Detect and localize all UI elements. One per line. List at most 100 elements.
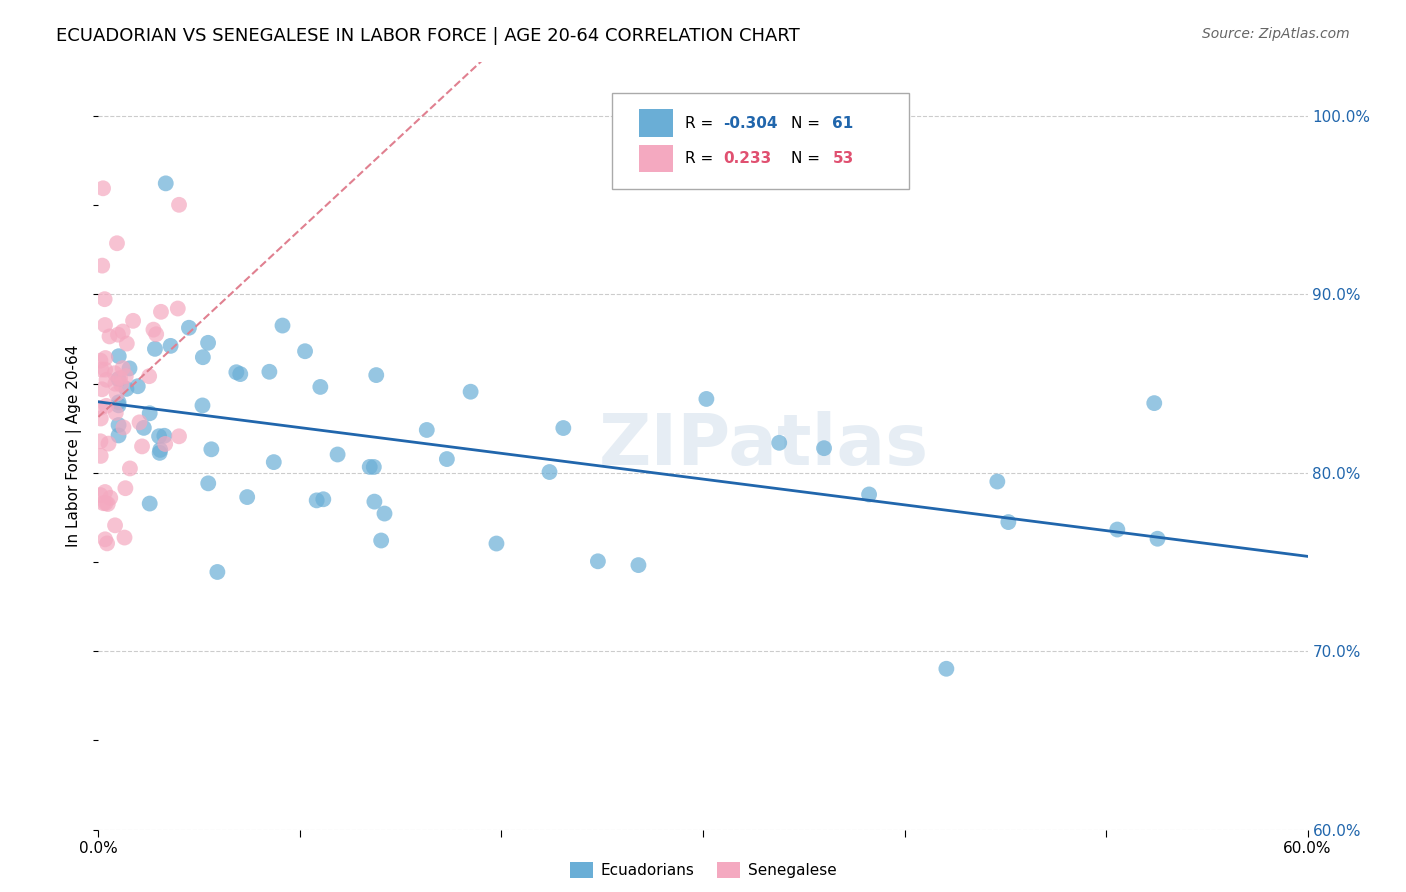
Point [112,420,135,434]
Point [359,459,381,474]
Point [128,415,150,429]
Point [110,377,132,392]
Point [94,485,117,500]
Point [768,435,790,450]
Point [309,380,332,394]
Point [111,325,134,339]
Point [96,373,118,387]
Point [138,369,160,384]
Point [935,662,957,676]
Point [89,434,111,449]
Point [114,369,136,384]
Point [191,350,214,364]
Text: R =: R = [685,116,718,130]
Point [373,507,395,521]
Point [90,362,112,376]
Point [200,442,222,457]
Point [236,490,259,504]
Point [197,476,219,491]
Point [553,421,575,435]
Point [207,565,229,579]
Point [263,455,285,469]
Point [191,399,214,413]
Point [305,493,328,508]
Point [363,460,385,475]
Point [363,494,385,508]
Legend: Ecuadorians, Senegalese: Ecuadorians, Senegalese [564,856,842,884]
Point [460,384,482,399]
Point [167,429,190,443]
Point [104,406,127,420]
Point [138,497,160,511]
Point [485,536,508,550]
Point [89,353,111,368]
Point [586,554,609,568]
Point [153,429,176,443]
Point [115,382,138,396]
Point [294,344,316,359]
Point [538,465,561,479]
Text: R =: R = [685,151,723,166]
Point [149,305,172,319]
Point [98,491,121,505]
Point [149,446,172,460]
Point [118,361,141,376]
Point [138,406,160,420]
Point [145,327,167,342]
Point [94,362,117,376]
Point [167,198,190,212]
Point [159,339,181,353]
Point [107,395,129,409]
Point [326,448,349,462]
Point [98,329,121,343]
Point [91,259,114,273]
Point [986,475,1008,489]
Point [94,496,117,510]
Point [271,318,294,333]
Point [90,411,112,425]
Point [1146,532,1168,546]
Point [114,531,136,545]
Point [89,401,111,415]
Text: ECUADORIAN VS SENEGALESE IN LABOR FORCE | AGE 20-64 CORRELATION CHART: ECUADORIAN VS SENEGALESE IN LABOR FORCE … [56,27,800,45]
Point [107,372,129,386]
Point [813,441,835,455]
Point [91,181,114,195]
Point [143,342,166,356]
Point [197,335,219,350]
Point [1143,396,1166,410]
Point [96,536,118,550]
Y-axis label: In Labor Force | Age 20-64: In Labor Force | Age 20-64 [66,345,83,547]
Point [122,314,145,328]
Point [105,236,128,251]
Point [858,487,880,501]
Text: N =: N = [792,116,825,130]
Point [105,386,128,401]
FancyBboxPatch shape [613,93,908,189]
Point [90,449,112,463]
Point [416,423,439,437]
Point [104,376,127,391]
Point [131,439,153,453]
Point [142,323,165,337]
Point [107,349,129,363]
Point [1107,523,1129,537]
Point [97,436,120,450]
Point [166,301,188,316]
Point [93,496,115,510]
Point [259,365,281,379]
Point [148,429,170,443]
Text: 53: 53 [832,151,853,166]
Point [108,371,131,385]
Bar [638,109,673,136]
Point [89,488,111,502]
Point [94,318,117,332]
Text: -0.304: -0.304 [724,116,778,130]
Point [111,361,134,376]
Point [225,365,247,379]
Point [114,481,136,495]
Point [127,379,149,393]
Bar [638,145,673,172]
Point [370,533,392,548]
Point [997,515,1019,529]
